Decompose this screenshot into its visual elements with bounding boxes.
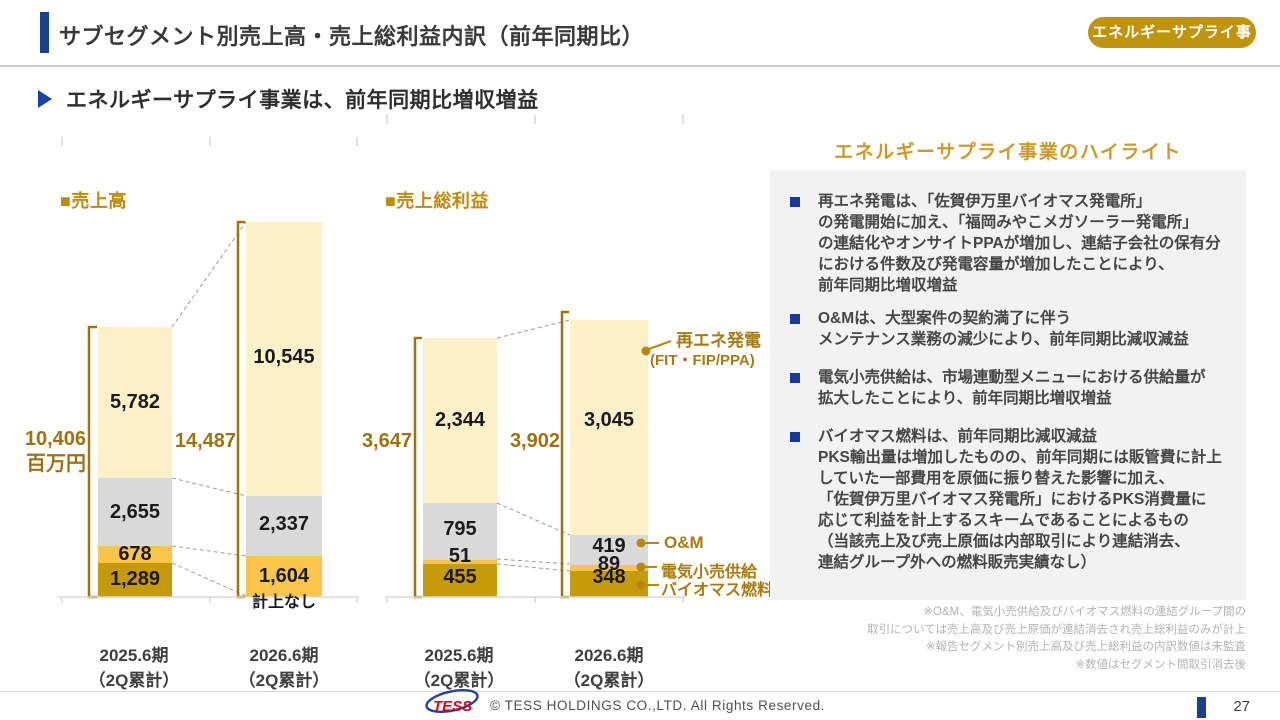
sales-chart-title: ■売上高 [60,191,127,211]
sales-2025-biomass-value: 1,289 [109,568,161,590]
subtitle: エネルギーサプライ事業は、前年同期比増収増益 [66,89,539,112]
sales-category-2026: 2026.6期 （2Q累計） [238,646,330,690]
sales-2025-renewable-value: 5,782 [109,391,161,413]
sales-2025-retail-segment [98,546,172,563]
sales-2025-om-value: 2,655 [109,501,161,523]
gp-2026-renewable-value: 3,045 [583,409,635,431]
footnotes: ※O&M、電気小売供給及びバイオマス燃料の連結グループ間の 取引については売上高… [867,606,1246,671]
gp-total-2026: 3,902 [509,430,560,452]
gp-2026-renewable-segment [570,320,648,535]
segment-badge: エネルギーサプライ事業 [1088,17,1256,72]
highlights-title: エネルギーサプライ事業のハイライト [834,142,1182,163]
page-title: サブセグメント別売上高・売上総利益内訳（前年同期比） [59,24,645,49]
sales-2026-biomass-note: 計上なし [251,594,316,611]
gp-2026-om-value: 419 [592,535,626,557]
sales-2026-om-value: 2,337 [258,513,310,535]
sales-total-2025: 10,406 百万円 [24,428,86,475]
bullet-square-icon [790,197,800,207]
legend-renewable-sub: (FIT・FIP/PPA) [650,352,755,369]
legend-om: O&M [664,533,704,552]
highlight-bullet-3: 電気小売供給は、市場連動型メニューにおける供給量が 拡大したことにより、前年同期… [818,369,1206,407]
sales-2026-renewable-segment [246,222,322,496]
header-divider [0,65,1280,67]
legend-biomass: バイオマス燃料 [661,582,774,599]
bullet-square-icon [790,373,800,383]
legend-retail: 電気小売供給 [661,564,758,581]
gp-2025-biomass-value: 455 [443,566,477,588]
gp-total-2025: 3,647 [361,430,412,452]
sales-2025-retail-value: 678 [118,543,152,565]
page-number: 27 [1233,698,1250,715]
gp-2026-retail-value: 89 [597,553,621,575]
gp-category-2025: 2025.6期 （2Q累計） [413,646,505,690]
tess-logo: TESS [425,689,479,715]
sales-2026-renewable-value: 10,545 [253,346,315,368]
dashed-connectors [171,221,571,597]
gross-profit-chart-title: ■売上総利益 [385,191,489,211]
gp-2025-om-segment [423,503,497,560]
footer-divider [0,691,1280,692]
highlights-panel [770,170,1246,600]
highlight-bullet-4: バイオマス燃料は、前年同期比減収減益 PKS輸出量は増加したものの、前年同期には… [818,428,1222,571]
sales-total-2026: 14,487 [174,430,236,452]
subtitle-triangle-icon [38,90,52,108]
sales-category-2025: 2025.6期 （2Q累計） [88,646,180,690]
gp-category-2026: 2026.6期 （2Q累計） [563,646,655,690]
gp-2025-retail-value: 51 [448,545,472,567]
x-axes [58,596,685,603]
gp-2026-om-segment [570,535,648,565]
gp-2025-renewable-segment [423,338,497,503]
copyright: © TESS HOLDINGS CO.,LTD. All Rights Rese… [490,698,826,713]
sales-2026-om-segment [246,496,322,556]
highlight-bullet-1: 再エネ発電は、「佐賀伊万里バイオマス発電所」 の発電開始に加え、「福岡みやこメガ… [818,193,1221,294]
sales-2025-om-segment [98,478,172,546]
sales-2026-retail-value: 1,604 [258,565,310,587]
bullet-square-icon [790,432,800,442]
gp-2025-retail-segment [423,560,497,564]
highlight-bullet-2: O&Mは、大型案件の契約満了に伴う メンテナンス業務の減少により、前年同期比減収… [818,310,1189,348]
sales-2025-renewable-segment [98,327,172,478]
gp-2025-om-value: 795 [443,518,477,540]
legend-renewable: 再エネ発電 [676,331,761,350]
gp-2025-biomass-segment [423,564,497,597]
gp-2026-retail-segment [570,565,648,571]
header-accent-bar [40,12,49,53]
gp-2026-biomass-value: 348 [592,566,626,588]
gp-2025-renewable-value: 2,344 [434,409,486,431]
tess-logo-text: TESS [433,698,472,715]
sales-2025-biomass-segment [98,563,172,597]
gp-2026-biomass-segment [570,571,648,597]
top-ticks [61,115,684,146]
sales-2026-retail-segment [246,556,322,597]
bullet-square-icon [790,314,800,324]
page-accent-bar [1197,697,1206,718]
